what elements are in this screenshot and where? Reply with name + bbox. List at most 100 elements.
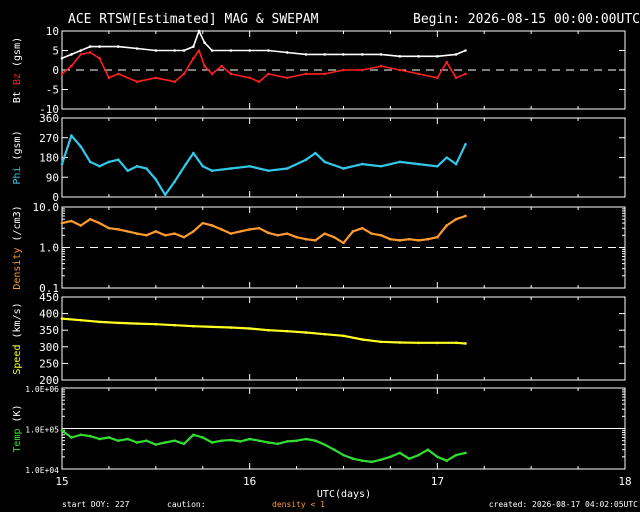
data-point-bt <box>98 45 101 48</box>
y-tick-label: -10 <box>39 103 59 116</box>
data-point-bt <box>197 29 201 33</box>
x-axis: 15 16 17 18 <box>55 475 631 488</box>
data-point-bt <box>173 49 176 52</box>
data-point-speed <box>454 341 458 345</box>
data-point-density <box>445 224 449 227</box>
data-point-bz <box>454 76 458 80</box>
data-point-density <box>407 237 411 241</box>
data-point-density <box>60 221 64 225</box>
data-point-phi <box>201 164 205 168</box>
series-line-phi <box>60 134 467 196</box>
y-tick-label: 1.0E+06 <box>25 385 59 394</box>
y-tick-label: 300 <box>39 341 59 354</box>
data-point-phi <box>342 167 345 170</box>
data-point-bz <box>154 76 158 80</box>
data-point-phi <box>88 160 92 164</box>
data-point-phi <box>229 167 233 170</box>
data-point-density <box>192 230 195 233</box>
data-point-phi <box>323 160 327 164</box>
data-point-bz <box>248 76 251 80</box>
data-point-phi <box>107 160 111 164</box>
data-point-temp <box>163 441 167 444</box>
data-point-bt <box>154 49 158 52</box>
plot-title: ACE RTSW[Estimated] MAG & SWEPAM <box>68 12 319 27</box>
data-point-bt <box>70 53 73 56</box>
data-point-density <box>135 232 139 235</box>
data-point-bz <box>98 57 101 60</box>
data-point-phi <box>454 162 458 166</box>
data-point-phi <box>126 169 129 172</box>
data-point-phi <box>379 164 383 168</box>
data-point-bt <box>454 53 458 56</box>
y-axis-label-part: Speed <box>12 345 23 375</box>
created-time: created: 2026-08-17 04:02:05UTC <box>489 500 638 509</box>
data-point-bz <box>379 64 383 68</box>
data-point-speed <box>436 341 439 345</box>
data-point-density <box>107 226 111 230</box>
y-tick-label: 180 <box>39 152 59 165</box>
data-point-bt <box>417 55 420 58</box>
data-point-bz <box>107 76 111 80</box>
data-point-speed <box>154 322 158 326</box>
data-point-bt <box>192 45 195 48</box>
data-point-temp <box>248 437 251 441</box>
data-point-bt <box>267 49 270 52</box>
data-point-speed <box>464 342 467 345</box>
data-point-density <box>79 224 83 227</box>
y-tick-label: 10.0 <box>33 201 60 214</box>
data-point-temp <box>360 459 364 463</box>
data-point-temp <box>154 443 158 446</box>
y-tick-label: 1.0 <box>39 242 59 255</box>
data-point-bz <box>210 72 214 76</box>
data-point-density <box>426 237 430 241</box>
data-point-density <box>173 232 176 235</box>
data-point-density <box>370 232 373 235</box>
data-point-speed <box>135 322 139 325</box>
data-point-density <box>342 241 345 245</box>
data-point-phi <box>285 167 289 170</box>
data-point-bt <box>79 49 83 52</box>
data-point-density <box>267 231 270 235</box>
data-point-phi <box>173 180 176 183</box>
data-point-temp <box>220 439 223 442</box>
data-point-bt <box>117 45 120 48</box>
data-point-phi <box>60 162 64 166</box>
data-point-bt <box>60 57 64 60</box>
data-point-temp <box>173 439 176 442</box>
panel-phi: 0 90 180 270 360 Phi (gsm) <box>12 112 626 204</box>
x-tick-label: 17 <box>431 475 444 488</box>
data-point-density <box>220 228 223 231</box>
data-point-temp <box>323 443 327 446</box>
series-line-bt <box>61 30 466 60</box>
data-point-density <box>417 239 420 242</box>
data-point-bz <box>70 64 73 68</box>
data-point-bt <box>304 53 308 56</box>
data-point-speed <box>379 340 383 344</box>
data-point-bz <box>285 76 289 80</box>
data-point-bz <box>220 64 223 68</box>
data-point-temp <box>229 438 233 442</box>
data-point-phi <box>436 164 439 168</box>
y-axis-label-part: Density <box>12 248 23 290</box>
data-point-bz <box>117 72 120 76</box>
panel-bt-bz: -10 -5 0 5 10 Bt Bz (gsm) <box>12 25 626 116</box>
y-axis-label-part: Phi <box>12 167 23 185</box>
data-point-temp <box>285 440 289 443</box>
start-doy: start DOY: 227 <box>62 500 130 509</box>
data-point-density <box>464 214 467 218</box>
data-point-temp <box>238 440 242 443</box>
data-point-temp <box>342 453 345 457</box>
data-point-bz <box>197 49 201 52</box>
caution-label: caution: <box>167 500 206 509</box>
panel-density: 0.1 1.0 10.0 Density (/cm3) <box>12 201 626 295</box>
data-point-temp <box>464 451 467 455</box>
y-axis-label-part: (K) <box>12 404 23 428</box>
data-point-temp <box>79 433 83 437</box>
y-tick-label: 250 <box>39 357 59 370</box>
panels: -10 -5 0 5 10 Bt Bz (gsm) 0 90 180 270 360 Phi (gsm… <box>12 25 626 475</box>
data-point-phi <box>98 164 101 168</box>
data-point-temp <box>276 442 280 446</box>
y-axis-label: Temp (K) <box>12 404 23 452</box>
series-line-density <box>61 214 466 244</box>
